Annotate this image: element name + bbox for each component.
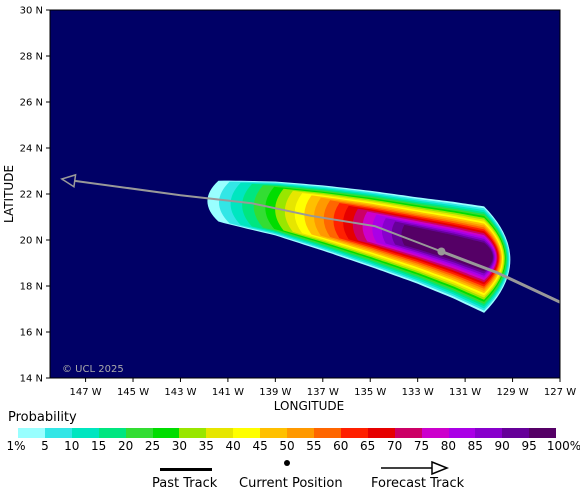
current-position-label: Current Position (239, 476, 343, 491)
past-track-line-icon (160, 468, 212, 471)
legend-value-label: 75 (413, 439, 430, 453)
lat-tick-label: 26 N (20, 98, 43, 109)
legend-color-cell (44, 428, 72, 438)
legend-color-cell (340, 428, 368, 438)
track-arrowhead (60, 173, 77, 189)
lon-tick-label: 141 W (212, 387, 244, 398)
legend-color-cell (18, 428, 45, 438)
legend-value-label: 5 (41, 439, 49, 453)
lat-tick-label: 24 N (20, 144, 43, 155)
legend-color-cell (179, 428, 207, 438)
lat-tick-label: 18 N (20, 282, 43, 293)
legend-value-label: 95 (521, 439, 537, 453)
legend-value-label: 25 (144, 439, 161, 453)
probability-color-bar (18, 428, 557, 438)
lat-tick-label: 30 N (20, 6, 43, 17)
lon-tick-label: 127 W (544, 387, 576, 398)
forecast-track-label: Forecast Track (371, 476, 465, 491)
longitude-axis-title: LONGITUDE (274, 399, 344, 410)
forecast-track-line (440, 250, 560, 304)
probability-map: © UCL 2025 30 N 28 N 26 N 24 N 22 N 20 N 18 N 1… (2, 6, 576, 411)
legend-color-cell (125, 428, 153, 438)
current-position-dot-icon (284, 460, 290, 466)
lon-tick-label: 129 W (496, 387, 528, 398)
current-position-legend: Current Position (238, 460, 348, 492)
storm-track (60, 173, 560, 304)
legend-color-cell (313, 428, 341, 438)
copyright-label: © UCL 2025 (62, 364, 124, 375)
lon-tick-label: 133 W (402, 387, 434, 398)
longitude-ticks: 147 W 145 W 143 W 141 W 139 W 137 W 135 W 133 W… (70, 378, 576, 398)
legend-value-label: 85 (467, 439, 483, 453)
lat-tick-label: 28 N (20, 52, 43, 63)
legend-color-cell (287, 428, 314, 438)
legend-value-label: 55 (306, 439, 322, 453)
probability-swath (207, 180, 511, 313)
latitude-axis-title: LATITUDE (2, 165, 16, 223)
legend-color-cell (529, 428, 557, 438)
forecast-arrow-icon (381, 461, 450, 475)
legend-color-cell (421, 428, 449, 438)
lon-tick-label: 145 W (117, 387, 149, 398)
probability-labels: 1% 5 10 15 20 25 30 35 40 45 50 55 60 65 70 75 80 85 90 95 1… (0, 439, 580, 455)
legend-color-cell (98, 428, 126, 438)
legend-color-cell (475, 428, 503, 438)
lon-tick-label: 143 W (164, 387, 196, 398)
legend-value-label: 1% (6, 439, 26, 453)
history-track-line (61, 178, 442, 253)
legend-value-label: 80 (440, 439, 457, 453)
lon-tick-label: 147 W (70, 387, 102, 398)
legend-value-label: 90 (494, 439, 510, 453)
legend-color-cell (71, 428, 99, 438)
legend-color-cell (233, 428, 261, 438)
legend-color-cell (502, 428, 530, 438)
legend-color-cell (394, 428, 422, 438)
lon-tick-label: 139 W (259, 387, 291, 398)
legend-value-label: 65 (360, 439, 376, 453)
legend-color-cell (367, 428, 395, 438)
legend-value-label: 30 (171, 439, 188, 453)
legend-title: Probability (8, 410, 77, 425)
legend-value-label: 70 (386, 439, 403, 453)
legend-value-label: 50 (279, 439, 295, 453)
latitude-ticks: 30 N 28 N 26 N 24 N 22 N 20 N 18 N 16 N 14 N (20, 6, 50, 385)
lat-tick-label: 20 N (20, 236, 43, 247)
legend-value-label: 35 (198, 439, 214, 453)
legend-color-cell (260, 428, 288, 438)
legend-value-label: 100% (546, 439, 580, 453)
past-track-label: Past Track (152, 476, 218, 491)
forecast-track-legend: Forecast Track (370, 461, 470, 492)
legend-value-label: 40 (225, 439, 241, 453)
lon-tick-label: 137 W (307, 387, 339, 398)
current-position-dot (437, 247, 446, 256)
past-track-legend: Past Track (150, 462, 230, 492)
lon-tick-label: 131 W (449, 387, 481, 398)
lon-tick-label: 135 W (354, 387, 386, 398)
legend-value-label: 20 (117, 439, 134, 453)
legend-value-label: 45 (252, 439, 268, 453)
legend-value-label: 15 (91, 439, 107, 453)
lat-tick-label: 14 N (20, 374, 43, 385)
legend-color-cell (448, 428, 476, 438)
lat-tick-label: 16 N (20, 328, 43, 339)
legend-color-cell (206, 428, 234, 438)
probability-contour (401, 224, 493, 272)
lat-tick-label: 22 N (20, 190, 43, 201)
legend-color-cell (152, 428, 180, 438)
legend-value-label: 10 (64, 439, 80, 453)
legend-value-label: 60 (333, 439, 349, 453)
